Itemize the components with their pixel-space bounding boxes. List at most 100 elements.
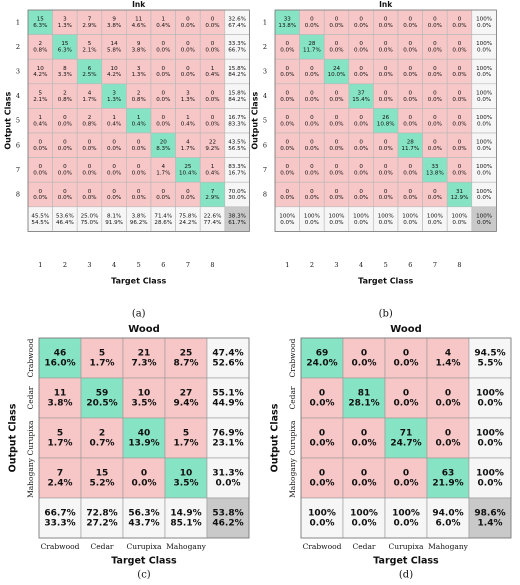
x-class-label: 7	[186, 261, 190, 269]
cell-count: 22	[209, 140, 216, 146]
cell-percent: 2.1%	[33, 97, 47, 103]
cell-percent: 46.4%	[56, 220, 74, 226]
cell-percent: 66.7%	[228, 48, 246, 54]
row-summary-cell	[471, 132, 497, 158]
cell-count: 0	[211, 115, 215, 121]
cell-count: 1	[211, 66, 215, 72]
x-class-label: 4	[112, 261, 116, 269]
cell	[274, 181, 300, 208]
cell-count: 0	[433, 140, 437, 146]
cell-percent: 0.0%	[352, 439, 377, 449]
cell-percent: 1.7%	[181, 146, 195, 152]
cell	[101, 83, 127, 109]
cell-percent: 0.0%	[205, 97, 219, 103]
y-axis-title: Output Class	[8, 403, 19, 472]
cell-count: 37	[358, 90, 366, 96]
cell-percent: 0.4%	[107, 121, 121, 127]
cell-percent: 0.0%	[354, 23, 368, 29]
col-summary-cell	[52, 206, 78, 232]
cell-percent: 0.0%	[428, 72, 442, 78]
cell-percent: 0.8%	[132, 97, 146, 103]
cell-count: 0	[403, 348, 409, 358]
cell-count: 2	[39, 41, 43, 47]
caption: (a)	[132, 309, 146, 320]
cell-count: 25.0%	[81, 213, 99, 219]
cell	[76, 132, 103, 158]
cell-percent: 0.0%	[452, 48, 466, 54]
cell-percent: 0.0%	[478, 439, 503, 449]
cell-percent: 13.8%	[426, 171, 444, 177]
cell	[150, 157, 176, 183]
cell-percent: 0.0%	[452, 72, 466, 78]
cell-count: 0	[433, 115, 437, 121]
cell-percent: 0.0%	[428, 146, 442, 152]
cell-count: 15	[61, 41, 69, 47]
cell-percent: 0.0%	[205, 121, 219, 127]
cell-count: 0	[319, 428, 325, 438]
cell-percent: 0.0%	[478, 399, 503, 409]
cell-percent: 0.0%	[428, 121, 442, 127]
row-summary-cell	[206, 337, 250, 379]
cell-percent: 28.6%	[154, 220, 172, 226]
col-summary-cell	[80, 497, 124, 539]
cell-percent: 0.0%	[305, 72, 319, 78]
cell-percent: 0.0%	[379, 23, 393, 29]
cell-count: 0	[286, 189, 290, 195]
cell-count: 4	[88, 90, 92, 96]
row-summary-cell	[206, 457, 250, 499]
cell-count: 31.3%	[212, 468, 243, 478]
cell-count: 0	[445, 428, 451, 438]
x-class-label: 3	[334, 261, 338, 269]
cell	[80, 417, 124, 459]
total-cell	[224, 206, 250, 232]
cell-count: 0	[335, 17, 339, 23]
cell-percent: 0.0%	[310, 519, 335, 529]
cell-percent: 5.8%	[107, 48, 121, 54]
cell	[373, 58, 399, 85]
row-summary-cell	[224, 58, 250, 85]
cell-percent: 0.0%	[329, 23, 343, 29]
cell-percent: 0.0%	[354, 72, 368, 78]
cell-percent: 2.5%	[82, 72, 96, 78]
cell-percent: 0.0%	[403, 48, 417, 54]
cell-percent: 0.8%	[82, 121, 96, 127]
col-summary-cell	[27, 206, 53, 232]
cell-count: 0	[384, 164, 388, 170]
cell-count: 100%	[476, 41, 492, 47]
x-class-label: 1	[38, 261, 42, 269]
cell	[126, 108, 152, 134]
cell-count: 10	[111, 66, 119, 72]
cell	[52, 157, 78, 183]
x-class-label: 1	[285, 261, 289, 269]
cell-count: 0	[211, 41, 215, 47]
cell-count: 100%	[476, 140, 492, 146]
row-summary-cell	[468, 417, 512, 459]
cell	[422, 132, 448, 158]
cell-count: 0	[433, 41, 437, 47]
cell	[126, 83, 152, 109]
cell-percent: 0.0%	[477, 195, 491, 201]
cell-percent: 20.5%	[86, 399, 117, 409]
cell-percent: 85.1%	[170, 519, 201, 529]
cell-count: 0	[310, 90, 314, 96]
cell	[52, 132, 78, 158]
cell-count: 28	[308, 41, 316, 47]
cell-count: 100%	[476, 428, 504, 438]
col-summary-cell	[122, 497, 166, 539]
x-class-label: Crabwood	[41, 542, 80, 551]
cell	[76, 181, 103, 208]
cell-count: 0	[186, 41, 190, 47]
cell-percent: 0.0%	[329, 220, 343, 226]
cell-count: 0	[359, 164, 363, 170]
cell-count: 3	[137, 66, 141, 72]
col-summary-cell	[126, 206, 152, 232]
cell	[373, 83, 399, 109]
cell-count: 0	[458, 115, 462, 121]
cell-count: 0	[211, 17, 215, 23]
cell-count: 4	[186, 140, 190, 146]
cell	[76, 157, 103, 183]
cell	[299, 83, 325, 109]
cell-percent: 0.0%	[352, 359, 377, 369]
cell	[199, 108, 226, 134]
cell-count: 46	[54, 348, 67, 358]
